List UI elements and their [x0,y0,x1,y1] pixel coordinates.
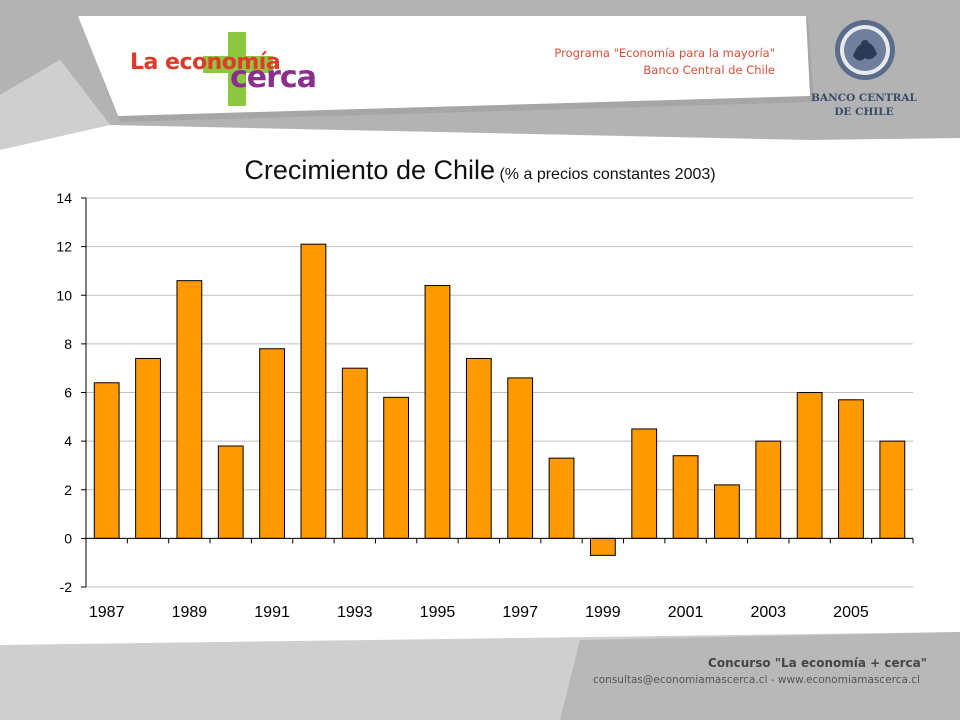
bar [93,382,120,539]
logo-text-primary: La economía [130,50,281,75]
footer-banner [0,632,960,720]
footer-contact: consultas@economiamascerca.cl - www.econ… [592,674,920,686]
y-tick-label: 12 [56,239,72,255]
logo-cross-icon [203,32,273,106]
y-tick-label: 4 [64,433,72,449]
y-tick-labels: -2 0 2 4 6 8 10 12 14 [56,190,72,595]
bars [93,243,906,556]
x-tick-label: 1997 [502,604,538,621]
bank-seal-icon [835,20,895,80]
chart-title-main: Crecimiento de Chile [244,155,496,185]
bank-name-line-1: BANCO CENTRAL [811,92,917,104]
y-tick-label: 2 [64,482,72,498]
x-tick-label: 2001 [668,604,704,621]
axes [81,197,914,588]
bar [631,428,658,539]
footer-contest: Concurso "La economía + cerca" [708,656,927,670]
x-tick-label: 1993 [337,604,373,621]
bar [176,280,203,539]
y-tick-label: -2 [60,579,73,595]
bar [589,537,616,556]
x-tick-label: 1989 [172,604,208,621]
x-tick-labels: 1987 1989 1991 1993 1995 1997 1999 2001 2003 2005 [89,604,869,621]
program-title: Programa "Economía para la mayoría" [554,46,775,60]
bar [135,357,161,539]
bar [341,367,368,539]
bar [755,440,782,539]
bar [465,357,492,539]
x-tick-label: 1995 [420,604,456,621]
bar [383,396,410,539]
y-tick-label: 0 [64,530,72,546]
y-tick-label: 10 [56,287,72,303]
bar [217,445,244,539]
bar [796,392,823,539]
bar [548,457,575,539]
bar [424,285,451,539]
chart-title-sub: (% a precios constantes 2003) [499,166,716,183]
bar [838,399,864,539]
x-tick-label: 1991 [254,604,290,621]
grid-lines [86,197,913,588]
bar [879,440,906,539]
program-subtitle: Banco Central de Chile [643,63,775,77]
x-tick-label: 1999 [585,604,621,621]
bar [672,455,699,539]
y-tick-label: 6 [64,385,72,401]
x-tick-label: 2003 [750,604,786,621]
x-tick-label: 1987 [89,604,125,621]
chart-title: Crecimiento de Chile (% a precios consta… [0,155,960,186]
bar [259,348,285,539]
logo: La economía cerca [118,30,318,110]
x-tick-label: 2005 [833,604,869,621]
bar [507,377,534,539]
bar [714,484,740,539]
bar [300,243,327,539]
y-tick-label: 8 [64,336,72,352]
y-tick-label: 14 [56,190,72,206]
bank-name-line-2: DE CHILE [834,106,894,118]
logo-text-secondary: cerca [230,60,317,95]
